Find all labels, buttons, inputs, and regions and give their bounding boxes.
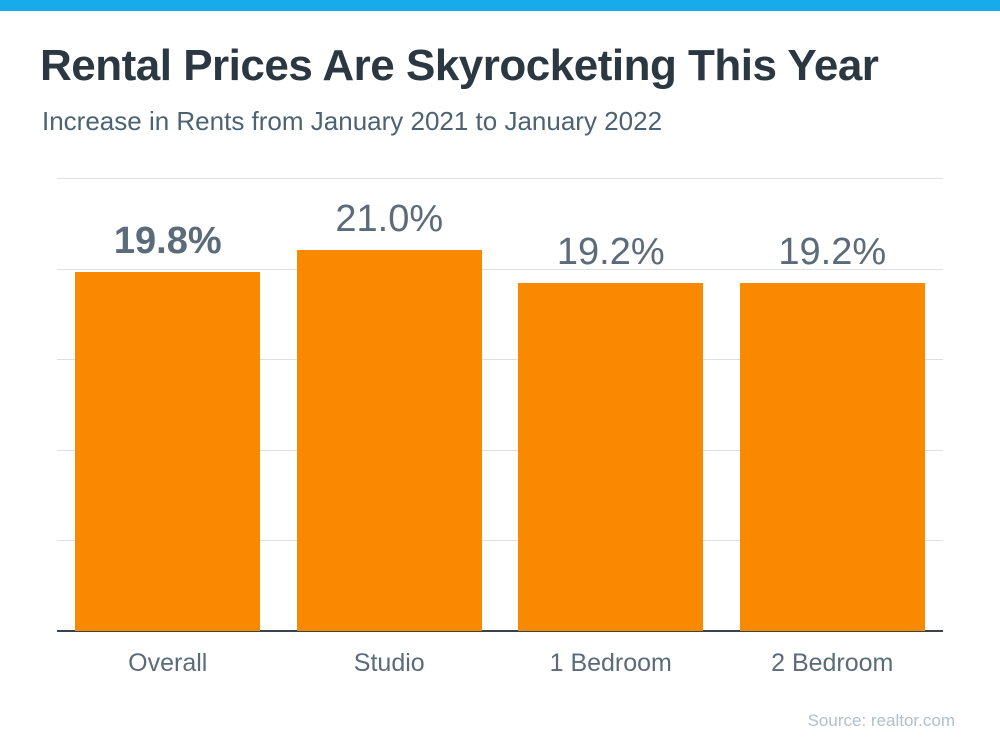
page-title: Rental Prices Are Skyrocketing This Year [40,41,879,90]
gridline-10 [57,449,943,451]
value-label-2-bedroom: 19.2% [778,231,887,274]
gridline-20 [57,268,943,270]
plot-area: 19.8% 21.0% 19.2% 19.2% [57,178,943,632]
x-axis-line [57,630,943,632]
value-label-studio: 21.0% [335,198,444,241]
x-label-studio: Studio [353,649,425,677]
bar-studio [296,250,482,631]
bar-1-bedroom [518,283,704,631]
x-label-1-bedroom: 1 Bedroom [549,649,672,677]
gridline-15 [57,359,943,361]
gridline-25 [57,178,943,179]
bar-2-bedroom [739,283,925,631]
x-label-2-bedroom: 2 Bedroom [771,649,894,677]
page-subtitle: Increase in Rents from January 2021 to J… [42,106,663,136]
accent-strip [0,0,1000,11]
value-label-1-bedroom: 19.2% [556,231,665,274]
gridline-5 [57,540,943,542]
x-label-overall: Overall [128,649,208,677]
bar-overall [75,272,261,631]
source-attribution: Source: realtor.com [807,711,955,730]
value-label-overall: 19.8% [113,220,222,263]
x-axis-labels: Overall Studio 1 Bedroom 2 Bedroom [57,649,943,680]
